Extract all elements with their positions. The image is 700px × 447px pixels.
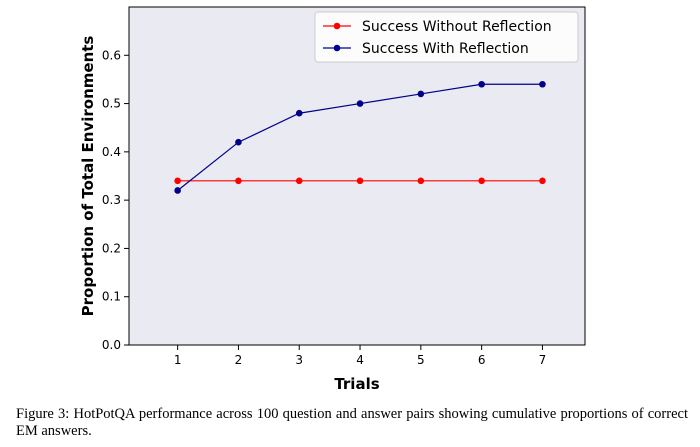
x-tick-label: 5: [417, 353, 425, 367]
y-tick-label: 0.2: [102, 241, 121, 255]
legend-label: Success With Reflection: [362, 41, 529, 57]
line-chart: 0.0 0.1 0.2 0.3 0.4 0.5 0.6 1 2 3 4 5 6 7 Trials Pro…: [79, 6, 586, 393]
plot-area: [129, 7, 585, 345]
x-tick-label: 4: [356, 353, 364, 367]
x-axis-label: Trials: [334, 375, 379, 393]
y-axis-ticks: 0.0 0.1 0.2 0.3 0.4 0.5 0.6: [102, 48, 129, 352]
legend-marker: [333, 22, 341, 30]
legend-label: Success Without Reflection: [362, 19, 552, 35]
data-point: [295, 177, 303, 185]
x-tick-label: 3: [295, 353, 303, 367]
figure-caption: Figure 3: HotPotQA performance across 10…: [16, 406, 688, 439]
y-tick-label: 0.5: [102, 97, 121, 111]
data-point: [356, 177, 364, 185]
y-tick-label: 0.1: [102, 290, 121, 304]
data-point: [417, 177, 425, 185]
data-point: [235, 138, 242, 146]
y-tick-label: 0.0: [102, 338, 121, 352]
y-tick-label: 0.6: [102, 48, 121, 62]
data-point: [478, 80, 485, 88]
data-point: [539, 80, 546, 88]
data-point: [478, 177, 485, 185]
y-axis-label: Proportion of Total Environments: [79, 36, 97, 317]
y-tick-label: 0.3: [102, 193, 121, 207]
x-tick-label: 6: [478, 353, 486, 367]
legend-box: [314, 11, 579, 63]
plot-frame: [128, 6, 586, 346]
data-point: [174, 187, 181, 194]
y-tick-label: 0.4: [102, 145, 121, 159]
data-point: [539, 177, 546, 185]
data-point: [295, 109, 303, 117]
legend-marker: [333, 44, 341, 52]
data-point: [356, 100, 364, 107]
x-tick-label: 1: [174, 353, 182, 367]
x-axis-ticks: 1 2 3 4 5 6 7: [174, 345, 546, 367]
data-point: [417, 90, 425, 98]
x-tick-label: 2: [235, 353, 243, 367]
data-point: [235, 177, 242, 185]
x-tick-label: 7: [539, 353, 547, 367]
legend: Success Without Reflection Success With R…: [314, 11, 579, 63]
series-layer: [174, 80, 546, 194]
data-point: [174, 177, 181, 185]
